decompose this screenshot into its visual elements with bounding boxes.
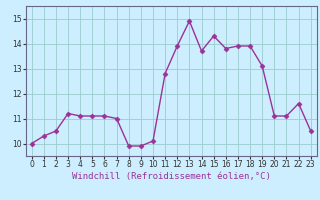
X-axis label: Windchill (Refroidissement éolien,°C): Windchill (Refroidissement éolien,°C) — [72, 172, 271, 181]
